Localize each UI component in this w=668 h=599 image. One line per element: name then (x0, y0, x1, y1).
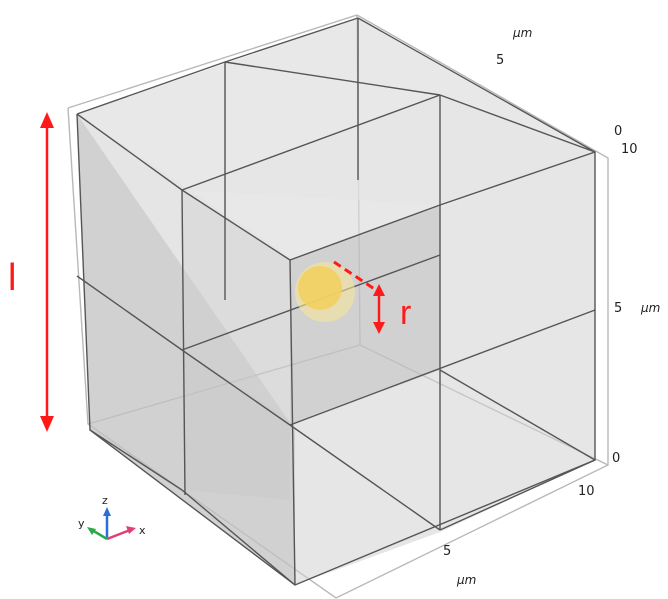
cube-front-face (77, 114, 295, 585)
x-tick-10: 10 (578, 484, 595, 499)
cube-left-face (77, 114, 295, 585)
sphere (295, 262, 355, 322)
top-unit-label: µm (512, 26, 532, 40)
radius-annotation: r (333, 260, 411, 334)
triad-x-axis (106, 528, 131, 541)
right-unit-label: µm (640, 301, 660, 315)
bottom-unit-label: µm (456, 573, 476, 587)
length-label: l (8, 257, 16, 299)
cube-block (77, 18, 595, 585)
x-tick-5: 5 (443, 544, 451, 559)
triad-z-label: z (102, 494, 108, 507)
top-tick-5: 5 (496, 53, 504, 68)
cube-right-face (295, 152, 595, 585)
radius-dashed-line (333, 260, 377, 292)
length-arrow-head-bottom (40, 416, 54, 432)
triad-y-axis (91, 528, 108, 541)
sphere-core (298, 266, 342, 310)
radius-arrow-head-bottom (373, 322, 385, 334)
radius-arrow-head-top (373, 284, 385, 296)
length-annotation: l (8, 112, 54, 432)
triad-y-label: y (78, 517, 85, 530)
cube-edges (76, 17, 596, 586)
z-tick-5: 5 (614, 301, 622, 316)
triad-x-label: x (139, 524, 146, 537)
bottom-right-tick-0: 0 (612, 451, 620, 466)
length-arrow-head-top (40, 112, 54, 128)
axis-labels: µm 5 0 10 5 µm 0 10 5 µm (443, 26, 660, 587)
z-tick-10: 10 (621, 142, 638, 157)
z-tick-0: 0 (614, 124, 622, 139)
axis-triad: z x y (78, 494, 146, 541)
radius-label: r (400, 294, 411, 332)
